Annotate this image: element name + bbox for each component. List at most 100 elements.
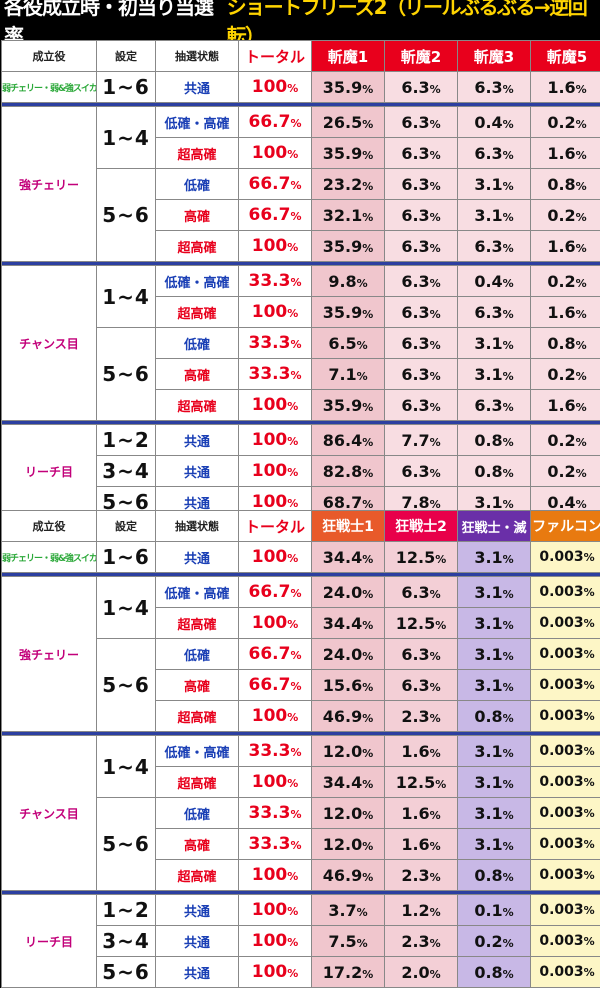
state-cell: 高確: [156, 670, 238, 700]
state-cell: 共通: [156, 895, 238, 925]
group-divider: [2, 262, 600, 265]
table-row: 3~4 共通 100% 7.5% 2.3% 0.2% 0.003%: [2, 926, 600, 956]
value-cell: 1.6%: [531, 390, 600, 420]
value-cell: 2.3%: [385, 926, 457, 956]
value-cell: 6.3%: [385, 72, 457, 102]
value-cell: 0.2%: [531, 456, 600, 486]
value-cell: 1.2%: [385, 895, 457, 925]
state-cell: 共通: [156, 425, 238, 455]
value-cell: 0.003%: [531, 895, 600, 925]
group-divider: [2, 732, 600, 735]
value-cell: 35.9%: [312, 390, 384, 420]
total-cell: 66.7%: [239, 577, 311, 607]
header-state: 抽選状態: [156, 511, 238, 541]
value-cell: 6.3%: [385, 359, 457, 389]
value-cell: 3.1%: [458, 736, 530, 766]
table-row: 強チェリー 1~4 低確・高確 66.7% 26.5% 6.3% 0.4% 0.2%: [2, 107, 600, 261]
value-cell: 1.6%: [385, 798, 457, 828]
state-cell: 高確: [156, 829, 238, 859]
value-cell: 0.1%: [458, 895, 530, 925]
value-cell: 1.6%: [531, 297, 600, 327]
value-cell: 0.003%: [531, 608, 600, 638]
value-cell: 6.3%: [385, 169, 457, 199]
state-cell: 超高確: [156, 231, 238, 261]
state-cell: 共通: [156, 957, 238, 987]
value-cell: 6.3%: [458, 231, 530, 261]
value-cell: 0.8%: [458, 860, 530, 890]
total-cell: 100%: [239, 860, 311, 890]
group-divider-cell: [2, 732, 600, 735]
value-cell: 35.9%: [312, 231, 384, 261]
value-cell: 0.003%: [531, 736, 600, 766]
value-cell: 6.3%: [385, 577, 457, 607]
value-cell: 32.1%: [312, 200, 384, 230]
value-cell: 0.2%: [531, 425, 600, 455]
state-cell: 高確: [156, 200, 238, 230]
value-cell: 12.5%: [385, 608, 457, 638]
group-divider: [2, 103, 600, 106]
value-cell: 1.6%: [385, 736, 457, 766]
value-cell: 6.3%: [458, 138, 530, 168]
role-cell: チャンス目: [2, 266, 96, 420]
setting-cell: 5~6: [97, 798, 155, 890]
value-cell: 7.5%: [312, 926, 384, 956]
state-cell: 低確・高確: [156, 266, 238, 296]
group-divider-cell: [2, 573, 600, 576]
value-cell: 6.5%: [312, 328, 384, 358]
value-cell: 3.1%: [458, 542, 530, 572]
value-cell: 6.3%: [458, 72, 530, 102]
value-cell: 3.1%: [458, 169, 530, 199]
state-cell: 共通: [156, 542, 238, 572]
state-cell: 超高確: [156, 860, 238, 890]
value-cell: 1.6%: [385, 829, 457, 859]
value-cell: 35.9%: [312, 138, 384, 168]
header-setting: 設定: [97, 41, 155, 71]
table-row: 高確 66.7% 15.6% 6.3% 3.1% 0.003%: [2, 670, 600, 700]
total-cell: 100%: [239, 957, 311, 987]
table-row: 超高確 100% 34.4% 12.5% 3.1% 0.003%: [2, 608, 600, 638]
state-cell: 低確: [156, 798, 238, 828]
state-cell: 低確: [156, 169, 238, 199]
table-row: 5~6 低確 33.3% 12.0% 1.6% 3.1% 0.003%: [2, 798, 600, 890]
value-cell: 12.5%: [385, 767, 457, 797]
value-cell: 6.3%: [385, 200, 457, 230]
total-cell: 66.7%: [239, 670, 311, 700]
total-cell: 100%: [239, 542, 311, 572]
table-row: 5~6 低確 66.7% 23.2% 6.3% 3.1% 0.8%: [2, 169, 600, 261]
value-cell: 0.8%: [458, 456, 530, 486]
role-cell: 弱チェリー・弱&強スイカ: [2, 542, 96, 572]
header-col-1: 斬魔1: [312, 41, 384, 71]
value-cell: 24.0%: [312, 577, 384, 607]
header-col-2: 狂戦士2: [385, 511, 457, 541]
total-cell: 66.7%: [239, 200, 311, 230]
value-cell: 0.8%: [458, 701, 530, 731]
total-cell: 100%: [239, 138, 311, 168]
table-row: 強チェリー 1~4 低確・高確 66.7% 24.0% 6.3% 3.1% 0.003%: [2, 577, 600, 731]
table-row: 超高確 100% 35.9% 6.3% 6.3% 1.6%: [2, 390, 600, 420]
header-state: 抽選状態: [156, 41, 238, 71]
table-row: 超高確 100% 35.9% 6.3% 6.3% 1.6%: [2, 297, 600, 327]
value-cell: 3.1%: [458, 200, 530, 230]
value-cell: 35.9%: [312, 297, 384, 327]
total-cell: 66.7%: [239, 169, 311, 199]
state-cell: 超高確: [156, 767, 238, 797]
table-row: 5~6 低確 66.7% 24.0% 6.3% 3.1% 0.003%: [2, 639, 600, 731]
value-cell: 24.0%: [312, 639, 384, 669]
state-cell: 共通: [156, 72, 238, 102]
setting-cell: 1~4: [97, 266, 155, 327]
value-cell: 86.4%: [312, 425, 384, 455]
table-row: 超高確 100% 34.4% 12.5% 3.1% 0.003%: [2, 767, 600, 797]
state-cell: 超高確: [156, 390, 238, 420]
title-sub: ショートフリーズ2（リールぶるぶる→逆回転）: [226, 0, 588, 48]
header-col-3: 斬魔3: [458, 41, 530, 71]
value-cell: 6.3%: [385, 138, 457, 168]
value-cell: 46.9%: [312, 860, 384, 890]
value-cell: 0.003%: [531, 860, 600, 890]
value-cell: 23.2%: [312, 169, 384, 199]
value-cell: 0.4%: [458, 266, 530, 296]
value-cell: 2.3%: [385, 860, 457, 890]
rate-table-kyosenshi: 成立役 設定 抽選状態 トータル 狂戦士1 狂戦士2 狂戦士・滅 ファルコン 弱…: [1, 510, 600, 988]
total-cell: 66.7%: [239, 107, 311, 137]
value-cell: 0.003%: [531, 926, 600, 956]
